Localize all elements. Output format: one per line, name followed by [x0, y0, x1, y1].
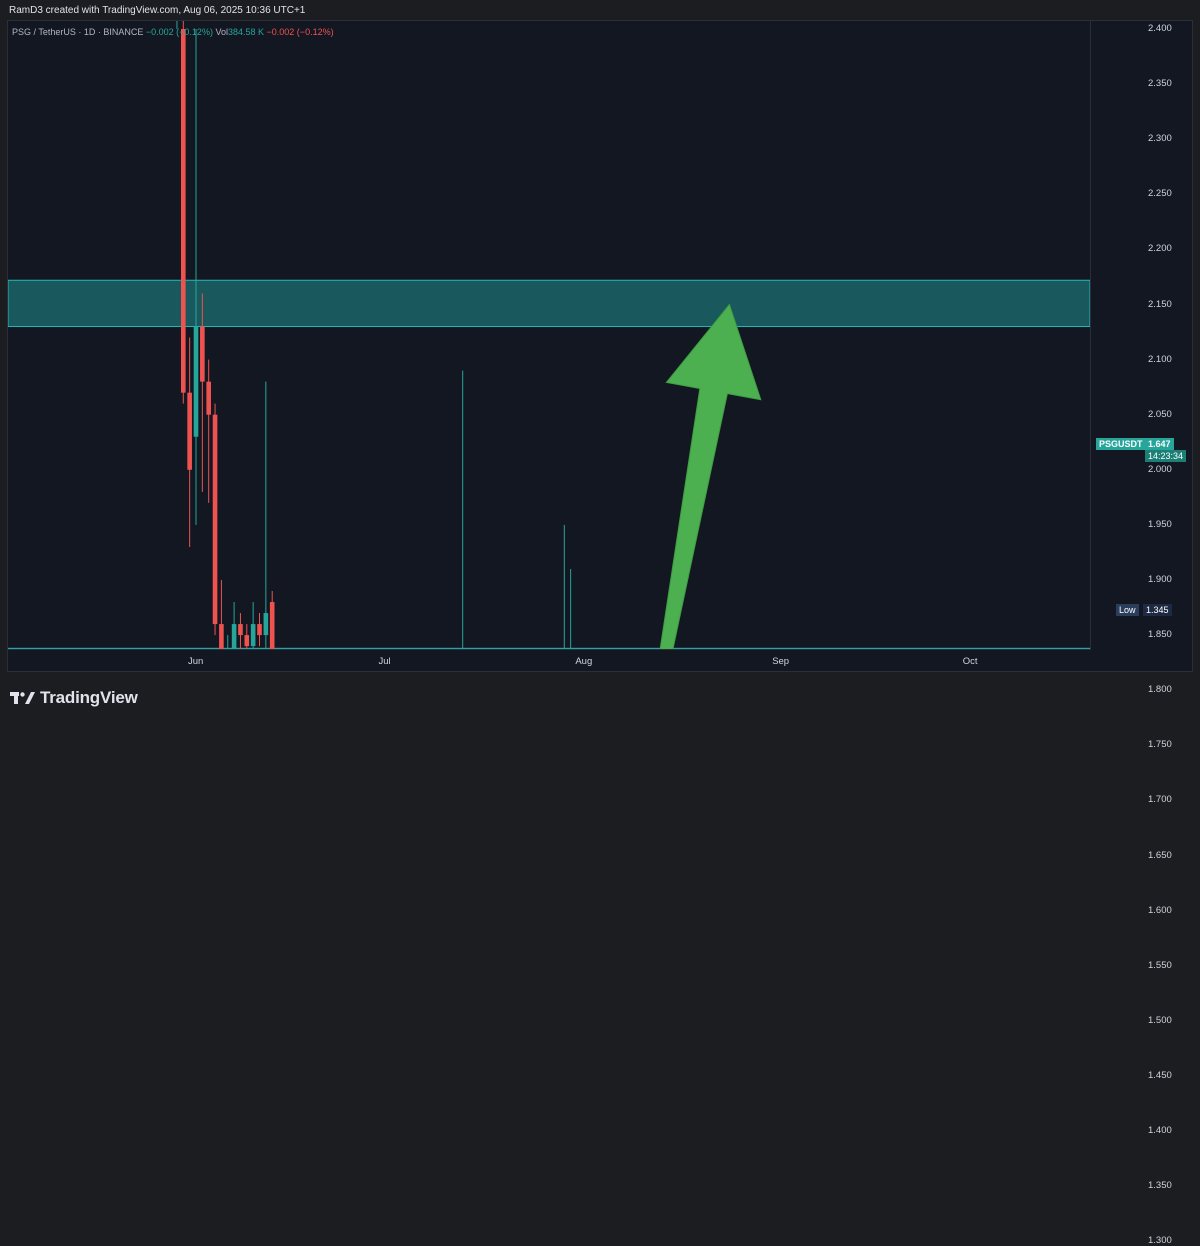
price-tick-label: 1.700	[1148, 794, 1172, 806]
time-tick-label: Sep	[772, 656, 790, 667]
time-axis[interactable]	[7, 650, 1193, 672]
resistance-zone-1	[8, 279, 1090, 328]
target-arrow	[659, 303, 762, 649]
price-tick-label: 2.400	[1148, 23, 1172, 34]
low-value-badge: 1.345	[1143, 604, 1172, 616]
legend-symbol: PSG / TetherUS · 1D · BINANCE	[12, 27, 144, 37]
price-tick-label: 2.150	[1148, 298, 1172, 310]
price-tick-label: 1.500	[1148, 1014, 1172, 1026]
candle-body	[238, 624, 243, 636]
low-label-badge: Low	[1116, 604, 1139, 616]
price-tick-label: 2.300	[1148, 133, 1172, 145]
price-tick-label: 1.550	[1148, 959, 1172, 971]
tradingview-chart-window: RamD3 created with TradingView.com, Aug …	[7, 0, 1193, 1246]
candle-body	[206, 381, 211, 415]
candle-body	[219, 624, 224, 649]
candle-body	[200, 326, 205, 382]
last-price-badge: 1.647	[1145, 438, 1174, 450]
candle-body	[276, 712, 281, 721]
time-tick-label: Jul	[378, 656, 391, 667]
price-tick-label: 1.950	[1148, 518, 1172, 530]
candle-body	[244, 635, 250, 647]
price-tick-label: 1.600	[1148, 904, 1172, 916]
symbol-legend[interactable]: PSG / TetherUS · 1D · BINANCE −0.002 (−0…	[12, 27, 334, 37]
price-tick-label: 2.200	[1148, 243, 1172, 255]
price-tick-label: 2.050	[1148, 408, 1172, 420]
symbol-name-badge: PSGUSDT	[1096, 438, 1146, 450]
countdown-badge: 14:23:34	[1145, 450, 1187, 462]
candle-body	[263, 613, 269, 636]
price-tick-label: 1.850	[1148, 629, 1172, 641]
price-tick-label: 1.750	[1148, 739, 1172, 751]
price-tick-label: 1.800	[1148, 684, 1172, 696]
candle-body	[231, 624, 237, 649]
price-tick-label: 2.000	[1148, 463, 1172, 475]
attribution-text: RamD3 created with TradingView.com, Aug …	[9, 5, 306, 16]
footer-brand: TradingView	[40, 688, 138, 707]
time-tick-label: Oct	[962, 656, 978, 667]
time-tick-label: Jun	[188, 656, 204, 667]
resistance-zone-2	[8, 647, 1090, 649]
candle-body	[257, 624, 262, 636]
time-tick-label: Aug	[575, 656, 593, 667]
chart-canvas	[8, 0, 1090, 721]
price-tick-label: 2.350	[1148, 78, 1172, 90]
tradingview-logo-icon	[10, 692, 35, 704]
candle-body	[193, 326, 199, 437]
candle-body	[283, 712, 288, 721]
legend-volume-value: 384.58 K	[227, 27, 265, 37]
price-tick-label: 1.450	[1148, 1069, 1172, 1081]
price-tick-label: 1.400	[1148, 1125, 1172, 1136]
candle-body	[269, 602, 275, 649]
candle-body	[250, 624, 256, 647]
price-tick-label: 1.900	[1148, 574, 1172, 585]
candle-body	[212, 414, 218, 625]
candle-body	[175, 0, 180, 7]
price-tick-label: 1.650	[1148, 849, 1172, 861]
candle-body	[225, 657, 230, 679]
plot-area	[8, 0, 1090, 721]
legend-change: −0.002 (−0.12%)	[145, 27, 213, 37]
price-tick-label: 1.350	[1148, 1180, 1172, 1192]
price-axis[interactable]	[1091, 20, 1193, 650]
candle-body	[187, 392, 192, 470]
price-tick-label: 2.250	[1148, 188, 1172, 200]
chart-pane[interactable]	[7, 20, 1091, 650]
price-tick-label: 1.300	[1148, 1235, 1172, 1246]
candle-body	[181, 29, 186, 393]
tradingview-logo[interactable]: TradingView	[10, 688, 138, 708]
price-tick-label: 2.100	[1148, 353, 1172, 365]
legend-volume-label: Vol	[215, 27, 228, 37]
legend-volume-change: −0.002 (−0.12%)	[266, 27, 334, 37]
